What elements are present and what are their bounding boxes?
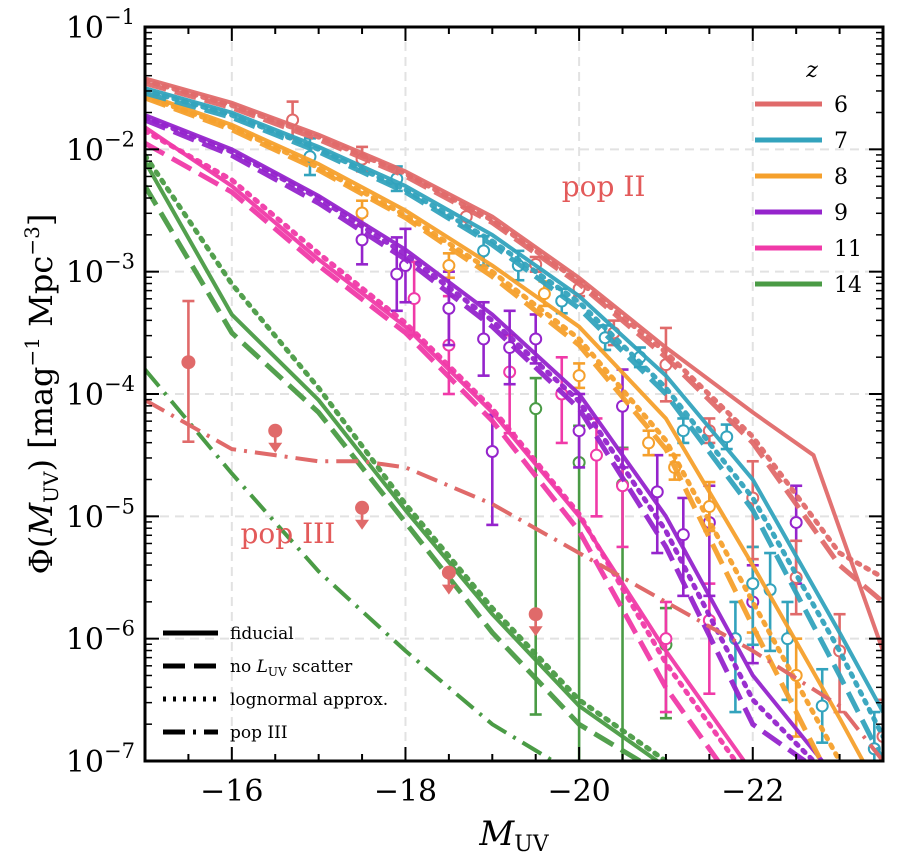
y-tick-label: 10−1 — [66, 5, 135, 46]
y-tick-label: 10−2 — [66, 127, 135, 168]
popIII-line-z6 — [145, 398, 883, 761]
line-style-legend: fiducial no LUV scatter lognormal approx. p… — [163, 624, 388, 743]
fiducial-line-z8 — [145, 92, 866, 761]
noscatter-line-z14 — [145, 184, 642, 761]
y-tick-label: 10−5 — [66, 494, 135, 535]
popIII-data-point — [355, 500, 370, 515]
fiducial-line-z9 — [145, 113, 824, 761]
data-point-z9 — [789, 515, 803, 529]
data-point-z7 — [815, 699, 829, 713]
legend-label-z14: 14 — [834, 273, 862, 298]
data-point-z7 — [477, 244, 491, 258]
legend-label-z9: 9 — [834, 201, 848, 226]
annotations: pop II pop III — [241, 170, 646, 550]
popIII-line-z14 — [145, 368, 555, 761]
noscatter-line-z8 — [145, 95, 824, 761]
fiducial-line-z6 — [145, 76, 883, 652]
data-point-z8 — [642, 436, 656, 450]
data-point-z14 — [529, 402, 543, 416]
data-point-z11 — [589, 448, 603, 462]
data-point-z8 — [572, 369, 586, 383]
popIII-data-point — [441, 565, 456, 580]
noscatter-line-z9 — [145, 117, 807, 761]
data-point-z9 — [485, 444, 499, 458]
legend-title: z — [805, 58, 818, 83]
data-point-z9 — [477, 332, 491, 346]
data-point-z9 — [390, 267, 404, 281]
x-tick-label: −20 — [547, 774, 610, 809]
lognormal-line-z7 — [145, 88, 883, 739]
annotation-label: pop II — [562, 170, 646, 203]
noscatter-line-z7 — [145, 90, 883, 761]
y-axis-label: Φ(MUV) [mag−1 Mpc−3] — [20, 214, 63, 575]
popIII-data-point — [268, 423, 283, 438]
legend-label-z8: 8 — [834, 165, 848, 190]
style-label-dashdot: pop III — [230, 723, 288, 743]
fiducial-line-z14 — [145, 160, 659, 761]
data-point-z8 — [537, 287, 551, 301]
style-label-dotted: lognormal approx. — [230, 690, 388, 710]
x-tick-label: −22 — [721, 774, 784, 809]
x-tick-label: −18 — [374, 774, 437, 809]
legend-label-z7: 7 — [834, 129, 848, 154]
data-point-z7 — [746, 577, 760, 591]
noscatter-line-z6 — [145, 80, 883, 604]
y-tick-label: 10−3 — [66, 250, 135, 291]
style-label-dashed: no LUV scatter — [230, 657, 353, 679]
annotation-label: pop III — [241, 517, 336, 550]
popIII-data-point — [528, 607, 543, 622]
lognormal-line-z11 — [145, 128, 738, 761]
redshift-legend: z 6 7 8 9 11 14 — [755, 58, 862, 298]
upper-limit-arrow — [355, 519, 370, 530]
y-tick-label: 10−7 — [66, 739, 135, 780]
style-label-solid: fiducial — [230, 624, 294, 644]
axis-ticks — [144, 26, 884, 762]
noscatter-line-z11 — [145, 141, 721, 761]
legend-label-z6: 6 — [834, 93, 848, 118]
data-point-z11 — [659, 632, 673, 646]
plot-area — [145, 76, 883, 761]
data-point-z8 — [355, 206, 369, 220]
x-axis-label: MUV — [478, 814, 549, 857]
axis-tick-labels: −16 −18 −20 −22 10−7 10−6 10−5 10−4 10−3 10−2 10−1 — [66, 5, 785, 809]
fiducial-line-z11 — [145, 125, 746, 761]
popIII-data-point — [181, 355, 196, 370]
upper-limit-arrow — [528, 626, 543, 637]
lognormal-line-z14 — [145, 152, 669, 761]
legend-label-z11: 11 — [834, 237, 862, 262]
upper-limit-arrow — [441, 584, 456, 595]
lognormal-line-z6 — [145, 78, 883, 580]
data-point-z7 — [720, 430, 734, 444]
x-tick-label: −16 — [200, 774, 263, 809]
lognormal-line-z9 — [145, 115, 816, 761]
data-point-z7 — [676, 424, 690, 438]
upper-limit-arrow — [268, 442, 283, 453]
data-point-z9 — [442, 301, 456, 315]
data-point-z9 — [650, 485, 664, 499]
data-point-z9 — [529, 332, 543, 346]
y-tick-label: 10−4 — [66, 372, 135, 413]
data-point-z9 — [572, 424, 586, 438]
fiducial-line-z7 — [145, 86, 883, 714]
data-point-z9 — [355, 233, 369, 247]
y-tick-label: 10−6 — [66, 617, 135, 658]
data-point-z8 — [442, 259, 456, 273]
